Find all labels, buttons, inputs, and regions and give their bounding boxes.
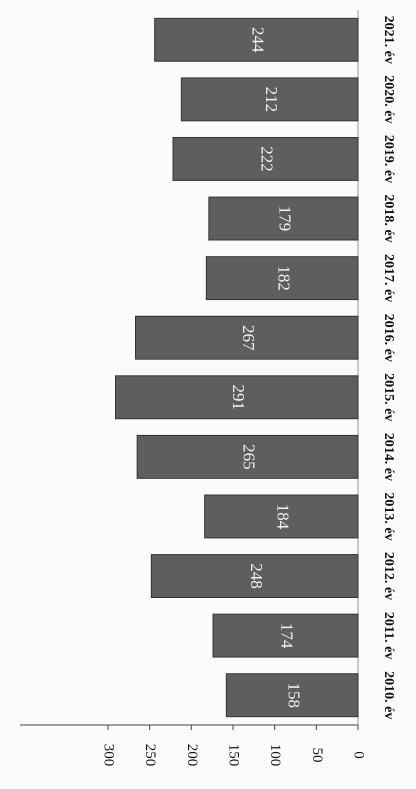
x-tick-label: 300 <box>101 744 117 767</box>
bar <box>212 613 359 658</box>
bar <box>204 494 359 539</box>
y-tick-label: 2020. év <box>381 75 396 123</box>
value-label: 267 <box>239 325 258 351</box>
y-tick-label: 2010. év <box>381 671 396 719</box>
x-tick-label: 150 <box>226 744 242 767</box>
value-label: 184 <box>273 504 292 530</box>
value-label: 248 <box>247 563 266 589</box>
bar <box>115 375 359 420</box>
value-label: 182 <box>274 265 293 291</box>
x-tick-label: 100 <box>267 744 283 767</box>
x-tick-label: 0 <box>351 751 367 759</box>
bar <box>180 77 359 122</box>
y-tick-label: 2014. év <box>381 433 396 481</box>
bar <box>136 434 359 479</box>
x-tick-label: 50 <box>309 748 325 763</box>
bar <box>208 196 359 241</box>
value-label: 212 <box>262 87 281 113</box>
y-tick-label: 2013. év <box>381 492 396 540</box>
x-tick-label: 200 <box>184 744 200 767</box>
y-tick-label: 2012. év <box>381 552 396 600</box>
value-label: 174 <box>278 623 297 649</box>
y-tick-label: 2021. év <box>381 16 396 64</box>
y-tick-label: 2015. év <box>381 373 396 421</box>
bar <box>225 673 359 718</box>
y-tick-label: 2019. év <box>381 135 396 183</box>
value-label: 265 <box>240 444 259 470</box>
y-tick-label: 2018. év <box>381 194 396 242</box>
bar <box>150 554 359 598</box>
x-tick-label: 250 <box>142 744 158 767</box>
value-label: 179 <box>276 206 295 232</box>
y-tick-label: 2017. év <box>381 254 396 302</box>
value-label: 158 <box>284 682 303 708</box>
bar <box>135 315 359 360</box>
bar <box>154 17 359 62</box>
value-label: 244 <box>248 27 267 53</box>
y-tick-label: 2011. év <box>381 612 396 659</box>
value-label: 291 <box>229 385 248 411</box>
bar <box>205 256 359 301</box>
bar <box>172 137 359 181</box>
y-tick-label: 2016. év <box>381 314 396 362</box>
value-label: 222 <box>258 146 277 172</box>
